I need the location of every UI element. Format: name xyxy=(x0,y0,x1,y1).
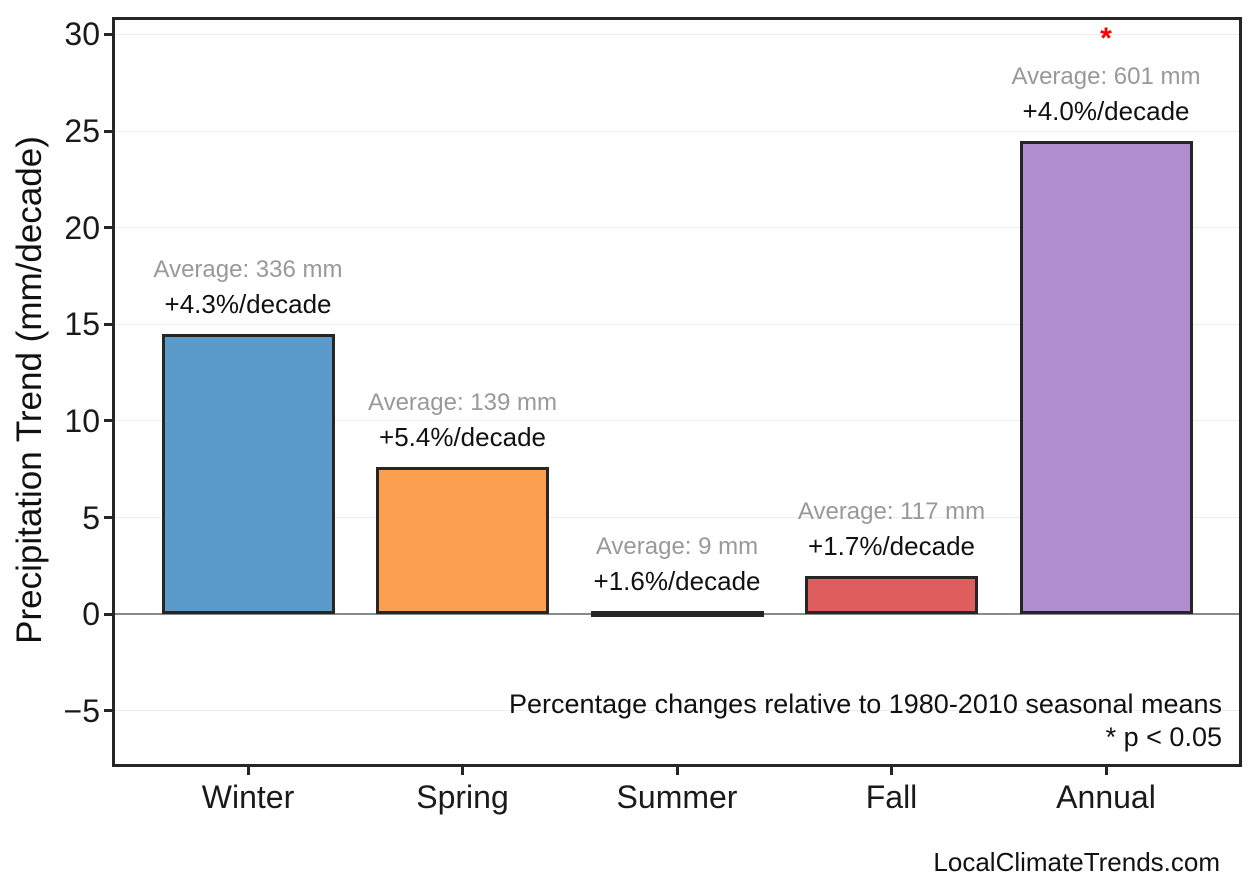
y-tick xyxy=(104,129,112,133)
x-tick xyxy=(1104,767,1108,775)
x-tick xyxy=(675,767,679,775)
significance-star: * xyxy=(1100,21,1112,55)
y-tick xyxy=(104,419,112,423)
gridline xyxy=(115,517,1239,519)
bar-average-label: Average: 117 mm xyxy=(797,497,986,525)
x-tick-label: Summer xyxy=(616,779,738,815)
bar-spring xyxy=(376,467,549,615)
y-tick-label: 25 xyxy=(64,113,100,150)
x-tick-label: Winter xyxy=(201,779,295,815)
y-tick-label: 5 xyxy=(82,499,100,536)
bar-trend-label: +1.7%/decade xyxy=(808,530,975,561)
bar-summer xyxy=(590,611,764,618)
y-tick xyxy=(104,322,112,326)
y-tick xyxy=(104,709,112,713)
bar-average-label: Average: 9 mm xyxy=(595,533,759,561)
gridline xyxy=(115,130,1239,132)
gridline xyxy=(115,710,1239,712)
x-tick xyxy=(461,767,464,775)
x-tick-label: Annual xyxy=(1056,779,1156,815)
bar-average-label: Average: 601 mm xyxy=(1011,62,1201,90)
y-tick xyxy=(104,226,112,230)
x-tick xyxy=(890,767,893,775)
bar-average-label: Average: 139 mm xyxy=(368,389,557,417)
bar-winter xyxy=(161,334,335,615)
x-tick-label: Fall xyxy=(865,779,918,815)
gridline xyxy=(115,227,1239,229)
x-tick xyxy=(246,767,250,775)
y-tick-label: 10 xyxy=(64,402,100,439)
bar-average-label: Average: 336 mm xyxy=(153,256,343,283)
bar-trend-label: +4.0%/decade xyxy=(1022,95,1190,126)
gridline xyxy=(115,323,1239,325)
bar-annual xyxy=(1019,140,1193,615)
gridline xyxy=(115,33,1239,35)
x-tick-label: Spring xyxy=(416,779,509,815)
bar-fall xyxy=(805,575,978,615)
y-tick-label: −5 xyxy=(63,692,100,729)
bar-trend-label: +5.4%/decade xyxy=(379,422,546,453)
y-tick-label: 0 xyxy=(82,596,100,633)
y-tick xyxy=(104,32,112,36)
y-tick xyxy=(104,612,112,616)
bar-trend-label: +4.3%/decade xyxy=(164,289,332,319)
y-tick xyxy=(104,516,112,520)
y-tick-label: 20 xyxy=(64,209,100,246)
footnote-line-1: Percentage changes relative to 1980-2010… xyxy=(509,689,1222,719)
bar-trend-label: +1.6%/decade xyxy=(593,566,761,597)
plot-area xyxy=(112,17,1242,767)
y-tick-label: 30 xyxy=(64,16,100,53)
watermark: LocalClimateTrends.com xyxy=(933,847,1220,877)
y-tick-label: 15 xyxy=(64,306,100,343)
footnote-block: Percentage changes relative to 1980-2010… xyxy=(300,688,1222,754)
footnote-line-2: * p < 0.05 xyxy=(1105,722,1222,752)
gridline xyxy=(115,420,1239,422)
